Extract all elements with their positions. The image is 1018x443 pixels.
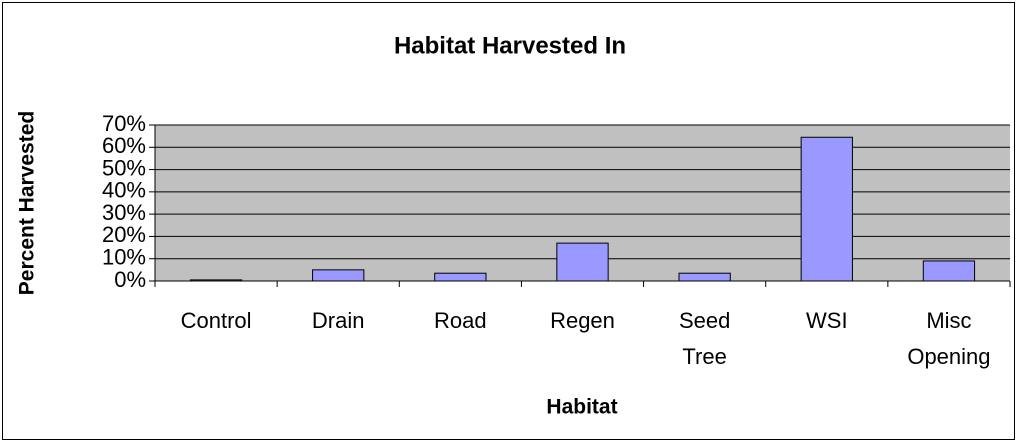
- bar: [800, 136, 853, 282]
- y-tick-label: 60%: [102, 133, 146, 158]
- x-tick-label: Seed Tree: [678, 308, 731, 369]
- y-tick-label: 0%: [114, 267, 146, 292]
- bar: [678, 272, 731, 282]
- bar: [556, 242, 609, 282]
- y-axis-title: Percent Harvested: [16, 111, 39, 295]
- y-tick-label: 70%: [102, 111, 146, 136]
- x-tick-label: Misc Opening: [907, 308, 991, 369]
- bar: [189, 279, 243, 282]
- y-tick-label: 10%: [102, 245, 146, 270]
- bar: [434, 272, 487, 282]
- x-tick-label: WSI: [806, 308, 848, 333]
- x-axis-title: Habitat: [546, 396, 617, 419]
- bar: [922, 260, 976, 282]
- x-tick-label: Regen: [550, 308, 615, 333]
- chart-title: Habitat Harvested In: [394, 32, 626, 59]
- x-tick-label: Control: [180, 308, 252, 333]
- y-tick-label: 50%: [102, 155, 146, 180]
- bar: [312, 269, 365, 282]
- y-tick-label: 30%: [102, 200, 146, 225]
- y-tick-label: 40%: [102, 178, 146, 203]
- x-tick-label: Road: [434, 308, 487, 333]
- y-tick-label: 20%: [102, 222, 146, 247]
- x-tick-label: Drain: [311, 308, 365, 333]
